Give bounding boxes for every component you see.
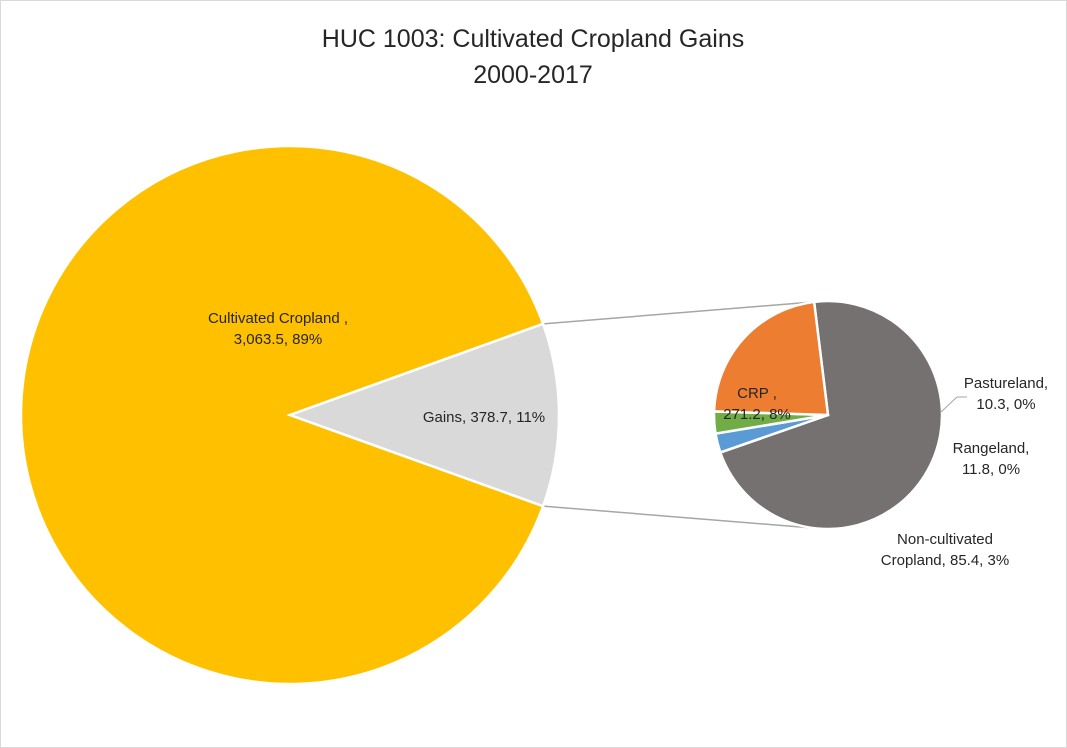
data-label-line: 3,063.5, 89% [234,331,322,348]
connector-line-top [543,301,815,325]
data-label-pastureland: Pastureland, 10.3, 0% [964,375,1048,413]
data-label-line: 11.8, 0% [962,461,1020,478]
data-label-crp: CRP , 271.2, 8% [723,385,791,423]
slice-crp [718,299,944,531]
slice-cultivated-cropland [19,144,545,686]
data-label-line: Cropland, 85.4, 3% [881,552,1009,569]
data-labels: Cultivated Cropland , 3,063.5, 89% Gains, … [208,310,1048,569]
slice-gains [286,322,561,508]
connector-line-bottom [543,505,815,529]
data-label-line: Pastureland, [964,375,1048,392]
slice-non-cultivated-cropland [712,300,830,417]
secondary-pie [712,299,944,531]
leader-line-pastureland [940,396,967,413]
data-label-line: Rangeland, [953,440,1030,457]
data-label-non-cultivated-cropland: Non-cultivated Cropland, 85.4, 3% [881,531,1009,569]
data-label-line: Gains, 378.7, 11% [423,409,545,426]
pie-connector-lines [543,301,815,529]
data-label-line: 10.3, 0% [976,396,1035,413]
data-label-gains: Gains, 378.7, 11% [423,409,545,426]
chart-title-line-2: 2000-2017 [473,61,593,89]
data-label-line: Non-cultivated [897,531,993,548]
chart-title-line-1: HUC 1003: Cultivated Cropland Gains [322,25,744,53]
leader-lines [940,396,967,413]
data-label-rangeland: Rangeland, 11.8, 0% [953,440,1030,478]
data-label-line: CRP , [737,385,777,402]
main-pie [19,144,561,686]
data-label-line: 271.2, 8% [723,406,791,423]
data-label-cultivated-cropland: Cultivated Cropland , 3,063.5, 89% [208,310,348,348]
data-label-line: Cultivated Cropland , [208,310,348,327]
